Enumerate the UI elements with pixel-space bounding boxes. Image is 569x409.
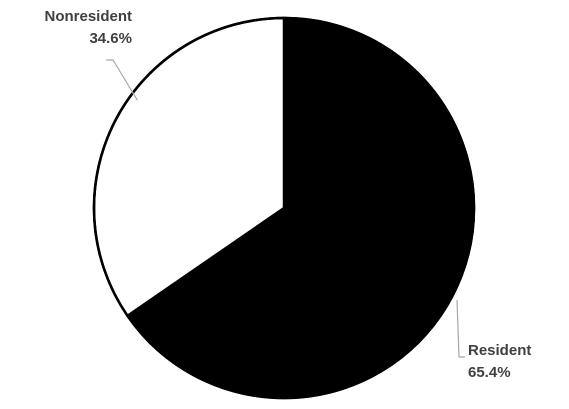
data-label-resident-name: Resident [468,342,532,359]
data-label-nonresident-name: Nonresident [44,8,132,25]
leader-line-resident [456,299,465,358]
data-label-resident: Resident 65.4% [468,340,531,384]
data-label-nonresident-value: 34.6% [89,30,132,47]
data-label-resident-value: 65.4% [468,364,511,381]
data-label-nonresident: Nonresident 34.6% [20,6,132,50]
leader-line-nonresident [106,59,138,101]
pie-outline [92,16,476,400]
